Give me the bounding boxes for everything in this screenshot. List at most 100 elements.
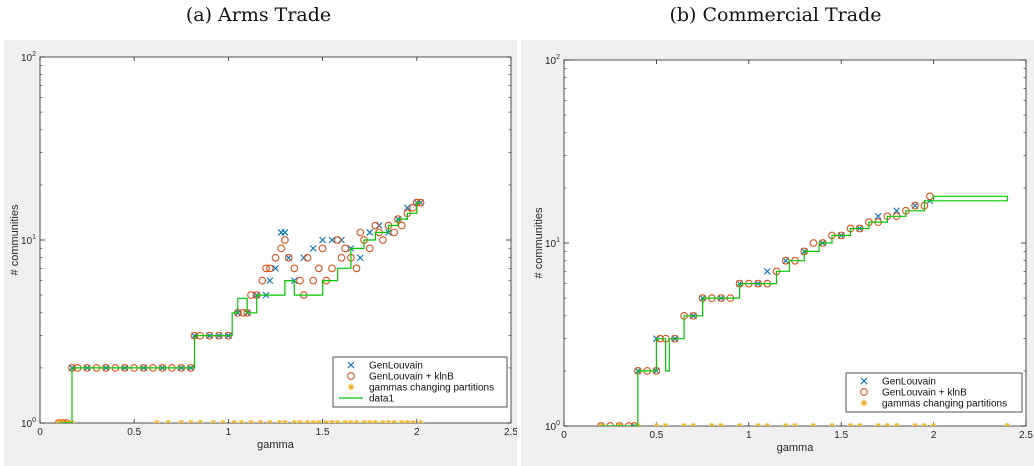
- figure-panel-arms-trade: 0 0.5 1 1.5 2 2.5 100 101 102 gamma # communities G…: [4, 40, 517, 466]
- data-point: [782, 257, 790, 265]
- x-tick-label: 1.5: [316, 427, 330, 438]
- data-point: [266, 277, 274, 284]
- data-point: [921, 422, 928, 426]
- data-point: [210, 419, 217, 423]
- data-point: [366, 229, 374, 236]
- data-point: [624, 422, 633, 426]
- x-tick-label: 2: [414, 427, 420, 438]
- data-point: [266, 419, 274, 423]
- data-point: [1004, 422, 1011, 426]
- data-point: [164, 419, 172, 423]
- legend-box: [845, 372, 1023, 413]
- data-point: [809, 239, 818, 247]
- plot-series: [54, 198, 425, 423]
- data-point: [290, 264, 299, 273]
- data-point: [615, 422, 624, 426]
- y-axis-label: # communities: [9, 204, 21, 275]
- legend-entry: GenLouvain: [882, 377, 936, 388]
- data-point: [281, 419, 289, 423]
- data-point: [356, 254, 364, 262]
- y-tick-label: 101: [545, 237, 560, 250]
- legend-entry: GenLouvain: [369, 361, 423, 372]
- data-point: [318, 244, 327, 253]
- data-point: [409, 419, 417, 423]
- data-point: [285, 254, 293, 262]
- data-point: [403, 204, 411, 212]
- legend-entry: gammas changing partitions: [369, 383, 494, 394]
- data-point: [366, 419, 373, 423]
- data-point: [874, 422, 882, 426]
- data-point: [153, 419, 161, 423]
- data-point: [281, 236, 289, 244]
- data-point: [754, 422, 762, 426]
- data-point: [653, 422, 660, 426]
- legend-marker: [860, 399, 868, 407]
- data-point: [630, 422, 639, 426]
- data-point: [884, 422, 891, 426]
- x-tick-label: 0.5: [649, 430, 663, 441]
- legend-marker: [347, 383, 355, 391]
- data-point: [314, 264, 323, 273]
- legend-box: [332, 356, 508, 408]
- data-point: [323, 419, 330, 423]
- caption-commercial-trade: (b) Commercial Trade: [669, 4, 882, 26]
- y-tick-label: 102: [21, 51, 36, 64]
- data-point: [379, 419, 387, 423]
- data-point: [782, 422, 789, 426]
- data-point: [371, 221, 380, 230]
- data-point: [911, 202, 919, 210]
- data-point: [309, 244, 317, 252]
- data-point: [717, 422, 725, 426]
- data-point: [379, 236, 387, 244]
- data-point: [334, 419, 341, 423]
- x-tick-label: 1: [746, 430, 752, 441]
- data-point: [265, 264, 274, 273]
- data-point: [680, 422, 688, 426]
- data-point: [342, 419, 349, 423]
- x-tick-label: 2: [931, 430, 937, 441]
- data-point: [247, 291, 255, 299]
- data-point: [385, 419, 392, 423]
- data-point: [390, 419, 398, 423]
- figure-panel-commercial-trade: 0 0.5 1 1.5 2 2.5 100 101 102 gamma # communities G…: [521, 40, 1034, 466]
- data-point: [328, 264, 336, 273]
- data-point: [791, 422, 799, 426]
- data-point: [187, 419, 194, 423]
- data-point: [284, 253, 293, 262]
- y-tick-label: 100: [21, 417, 36, 430]
- data-point: [328, 236, 336, 244]
- data-point: [404, 419, 411, 423]
- data-point: [417, 419, 424, 423]
- plot-area: [563, 59, 1027, 427]
- legend-entry: gammas changing partitions: [882, 399, 1007, 410]
- data-point: [247, 419, 255, 423]
- legend-marker: [347, 372, 355, 380]
- data-point: [911, 422, 919, 426]
- series-0: [55, 199, 424, 423]
- data-point: [390, 228, 399, 237]
- data-point: [58, 419, 67, 423]
- legend-entry: GenLouvain + klnB: [882, 388, 967, 399]
- x-tick-label: 1.5: [834, 430, 848, 441]
- data-point: [356, 228, 365, 237]
- data-point: [296, 419, 304, 423]
- legend-marker: [860, 377, 868, 385]
- chart-commercial-trade: 0 0.5 1 1.5 2 2.5 100 101 102 gamma # communities G…: [533, 54, 1033, 454]
- data-point: [315, 419, 323, 423]
- data-point: [398, 419, 405, 423]
- y-tick-label: 102: [545, 54, 560, 67]
- data-point: [257, 419, 264, 423]
- data-point: [893, 207, 901, 215]
- data-point: [309, 419, 317, 423]
- data-point: [337, 253, 346, 262]
- data-point: [276, 419, 283, 423]
- x-tick-label: 0: [37, 427, 43, 438]
- data-point: [328, 419, 336, 423]
- data-point: [893, 422, 900, 426]
- data-point: [303, 253, 312, 262]
- data-point: [764, 422, 771, 426]
- data-point: [874, 212, 882, 220]
- legend-entry: data1: [369, 394, 394, 405]
- x-tick-label: 2.5: [504, 427, 517, 438]
- legend-marker: [860, 388, 868, 396]
